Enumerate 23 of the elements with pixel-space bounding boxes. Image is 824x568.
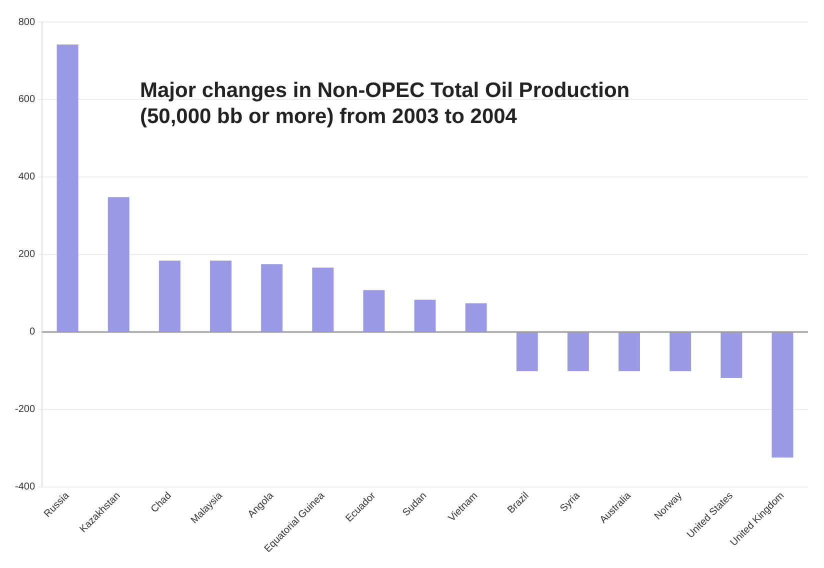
bar [567, 332, 589, 372]
bar [670, 332, 692, 372]
y-tick-label: -200 [15, 404, 36, 416]
bar [158, 260, 180, 332]
y-tick-label: 400 [18, 172, 36, 183]
y-tick-label: 200 [18, 249, 36, 260]
y-tick-label: 0 [29, 326, 36, 338]
bar [465, 303, 487, 332]
bar [108, 197, 130, 332]
bar [312, 268, 334, 332]
bar [414, 300, 436, 332]
y-tick-label: 800 [18, 16, 36, 28]
bar [261, 264, 283, 332]
text: Major changes in Non-OPEC Total Oil Production (50,000 bb or more) from 2003 to 2004 [140, 78, 631, 130]
y-tick-label: -400 [15, 482, 36, 493]
bar [56, 44, 78, 332]
bar [210, 260, 232, 332]
bar [772, 332, 794, 458]
bar [516, 332, 538, 372]
bar [720, 332, 742, 378]
bar [618, 332, 640, 372]
bar [363, 290, 385, 332]
y-tick-label: 600 [18, 94, 36, 106]
